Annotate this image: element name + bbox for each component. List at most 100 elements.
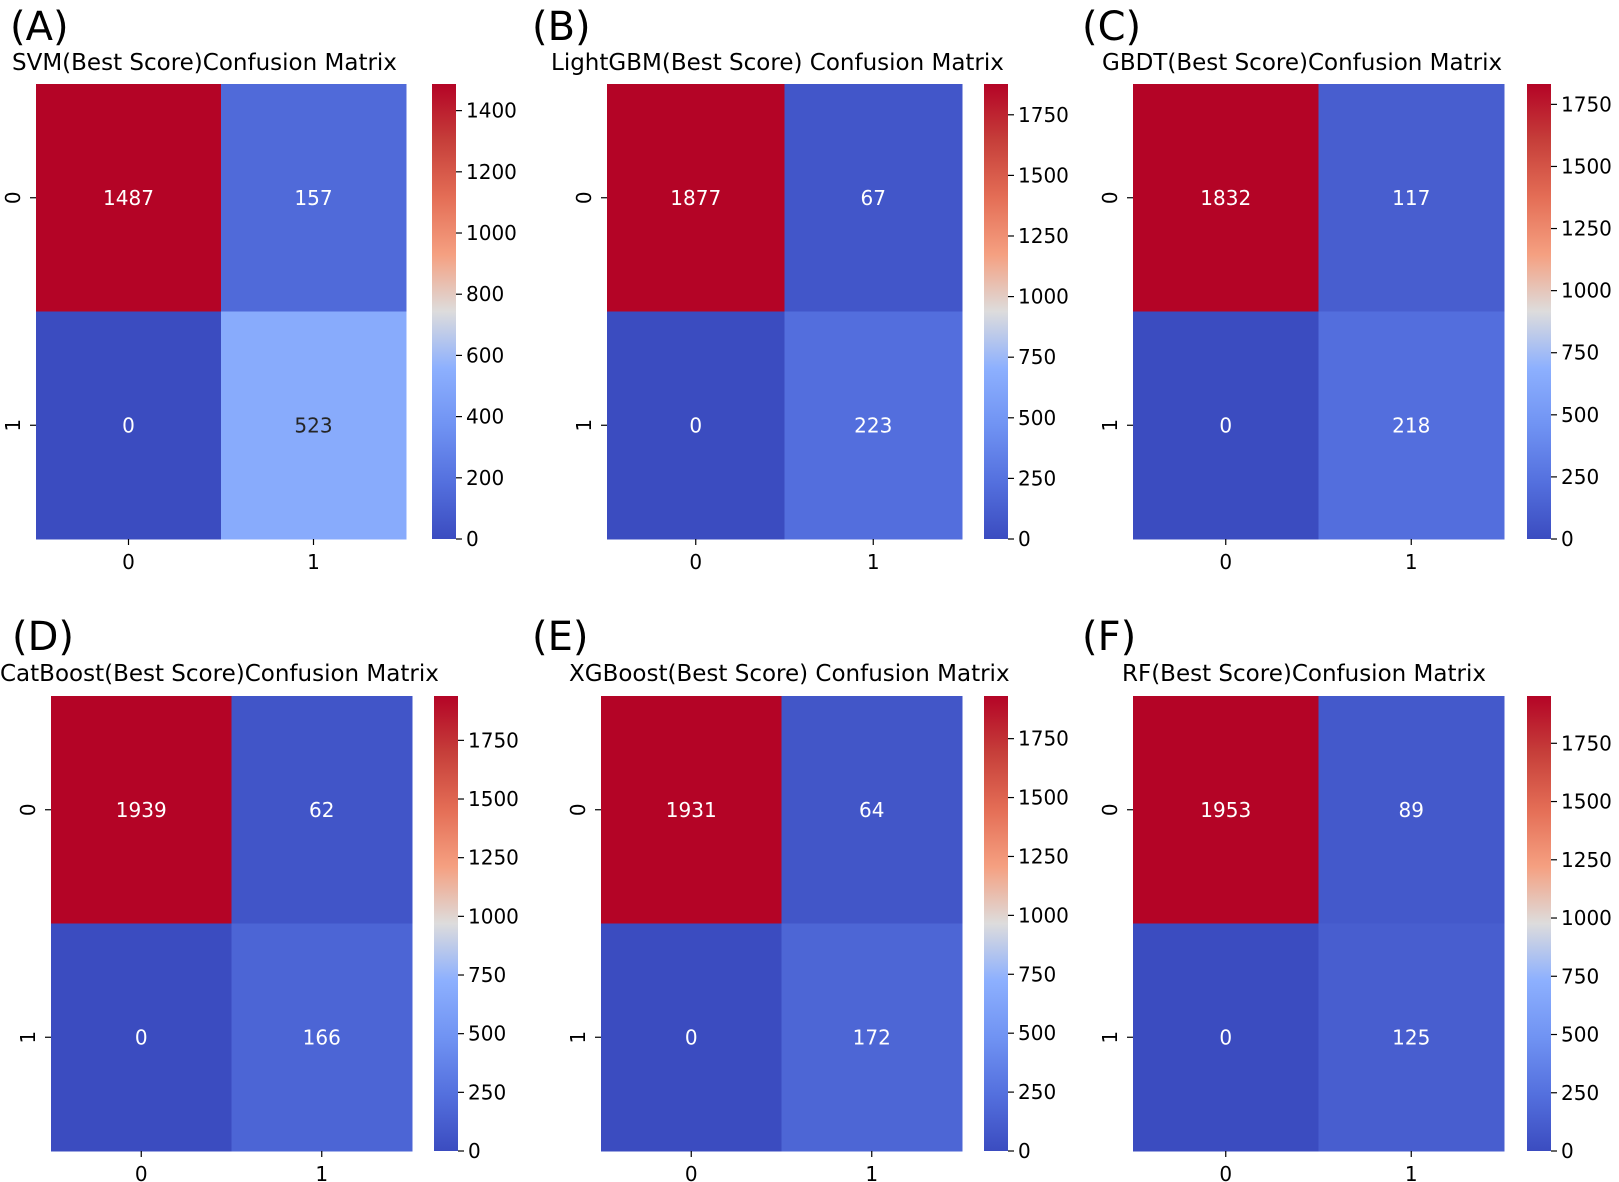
x-tick-label: 1	[1405, 1162, 1418, 1182]
cell-value-label: 117	[1392, 186, 1430, 210]
heatmap-cell-r1-c0	[601, 923, 782, 1152]
x-tick-label: 0	[122, 550, 135, 574]
cell-value-label: 1931	[666, 798, 717, 822]
x-tick-label: 0	[135, 1162, 148, 1182]
heatmap-cell-r0-c1	[1318, 696, 1505, 924]
y-tick-label: 0	[572, 191, 596, 204]
colorbar	[1527, 84, 1551, 539]
heatmap-cell-r0-c1	[1318, 84, 1505, 312]
colorbar-tick-label: 500	[1561, 1023, 1599, 1047]
colorbar	[984, 84, 1008, 539]
cell-value-label: 0	[122, 413, 135, 437]
x-tick-label: 1	[315, 1162, 328, 1182]
heatmap-cell-r0-c0	[36, 84, 222, 312]
x-tick-label: 1	[1405, 550, 1418, 574]
heatmap-cell-r1-c1	[784, 311, 963, 540]
y-tick-label: 1	[566, 1031, 590, 1044]
colorbar-tick-label: 1400	[466, 99, 517, 123]
colorbar-tick-label: 750	[1018, 345, 1056, 369]
heatmap-cell-r1-c0	[1133, 923, 1319, 1152]
heatmap-cell-r1-c0	[36, 311, 222, 540]
colorbar-tick-label: 500	[468, 1022, 506, 1046]
colorbar-tick-label: 1750	[1561, 92, 1612, 116]
colorbar-tick-label: 0	[466, 527, 479, 551]
colorbar-tick-label: 750	[1561, 341, 1599, 365]
colorbar-tick-label: 750	[1561, 964, 1599, 988]
heatmap-cell-r1-c1	[1318, 311, 1505, 540]
colorbar-tick-label: 250	[468, 1080, 506, 1104]
cell-value-label: 0	[1219, 1025, 1232, 1049]
colorbar	[432, 84, 456, 539]
cell-value-label: 125	[1392, 1025, 1430, 1049]
colorbar	[984, 696, 1008, 1151]
colorbar-tick-label: 1500	[1561, 154, 1612, 178]
colorbar-tick-label: 1500	[468, 787, 519, 811]
panel-e: (E)XGBoost(Best Score) Confusion Matrix 1…	[532, 614, 1069, 1182]
cell-value-label: 223	[854, 413, 892, 437]
cell-value-label: 166	[303, 1025, 341, 1049]
colorbar-tick-label: 1200	[466, 160, 517, 184]
heatmap-cell-r0-c0	[1133, 84, 1319, 312]
panel-letter: (D)	[12, 614, 74, 660]
panel-title: RF(Best Score)Confusion Matrix	[1122, 661, 1486, 687]
colorbar-tick-label: 750	[1018, 962, 1056, 986]
colorbar-tick-label: 1000	[1561, 906, 1612, 930]
y-tick-label: 0	[566, 803, 590, 816]
colorbar-tick-label: 1500	[1561, 790, 1612, 814]
colorbar-tick-label: 1750	[1018, 727, 1069, 751]
colorbar-tick-label: 1500	[1018, 786, 1069, 810]
colorbar-tick-label: 1250	[1018, 224, 1069, 248]
y-tick-label: 0	[16, 803, 40, 816]
colorbar-tick-label: 250	[1561, 465, 1599, 489]
cell-value-label: 1487	[103, 186, 154, 210]
heatmap-cell-r0-c1	[221, 84, 407, 312]
heatmap-cell-r0-c0	[1133, 696, 1319, 924]
cell-value-label: 1953	[1200, 798, 1251, 822]
heatmap-cell-r1-c0	[607, 311, 785, 540]
heatmap-cell-r1-c1	[1318, 923, 1505, 1152]
colorbar-tick-label: 1000	[1018, 903, 1069, 927]
colorbar-tick-label: 1250	[468, 846, 519, 870]
cell-value-label: 89	[1399, 798, 1424, 822]
colorbar-tick-label: 500	[1561, 403, 1599, 427]
colorbar-tick-label: 1750	[1561, 731, 1612, 755]
panel-d: (D)CatBoost(Best Score)Confusion Matrix 1…	[0, 614, 519, 1182]
heatmap-cell-r1-c1	[221, 311, 407, 540]
colorbar-tick-label: 600	[466, 343, 504, 367]
heatmap-cell-r0-c0	[51, 696, 232, 924]
cell-value-label: 1939	[116, 798, 167, 822]
cell-value-label: 62	[309, 798, 334, 822]
x-tick-label: 0	[1219, 550, 1232, 574]
colorbar-tick-label: 250	[1561, 1081, 1599, 1105]
y-tick-label: 1	[1, 419, 25, 432]
colorbar-tick-label: 1000	[468, 904, 519, 928]
panel-f: (F)RF(Best Score)Confusion Matrix 1953 89 0…	[1082, 614, 1612, 1182]
colorbar-tick-label: 1250	[1018, 844, 1069, 868]
x-tick-label: 0	[685, 1162, 698, 1182]
colorbar-tick-label: 1000	[1018, 285, 1069, 309]
x-tick-label: 0	[1219, 1162, 1232, 1182]
colorbar-tick-label: 0	[1018, 1139, 1031, 1163]
panel-title: LightGBM(Best Score) Confusion Matrix	[551, 50, 1004, 76]
colorbar-tick-label: 750	[468, 963, 506, 987]
cell-value-label: 523	[294, 413, 332, 437]
heatmap-cell-r0-c0	[607, 84, 785, 312]
heatmap-cell-r1-c1	[781, 923, 963, 1152]
y-tick-label: 1	[1098, 419, 1122, 432]
heatmap-cell-r0-c0	[601, 696, 782, 924]
heatmap-cell-r0-c1	[781, 696, 963, 924]
colorbar-tick-label: 0	[1018, 527, 1031, 551]
cell-value-label: 157	[294, 186, 332, 210]
colorbar-tick-label: 1000	[1561, 279, 1612, 303]
panel-title: CatBoost(Best Score)Confusion Matrix	[0, 661, 439, 687]
x-tick-label: 0	[689, 550, 702, 574]
cell-value-label: 1877	[670, 186, 721, 210]
cell-value-label: 0	[685, 1025, 698, 1049]
colorbar-tick-label: 1750	[1018, 103, 1069, 127]
y-tick-label: 0	[1, 191, 25, 204]
colorbar-tick-label: 250	[1018, 466, 1056, 490]
cell-value-label: 218	[1392, 413, 1430, 437]
panel-letter: (A)	[10, 4, 69, 50]
cell-value-label: 67	[861, 186, 886, 210]
